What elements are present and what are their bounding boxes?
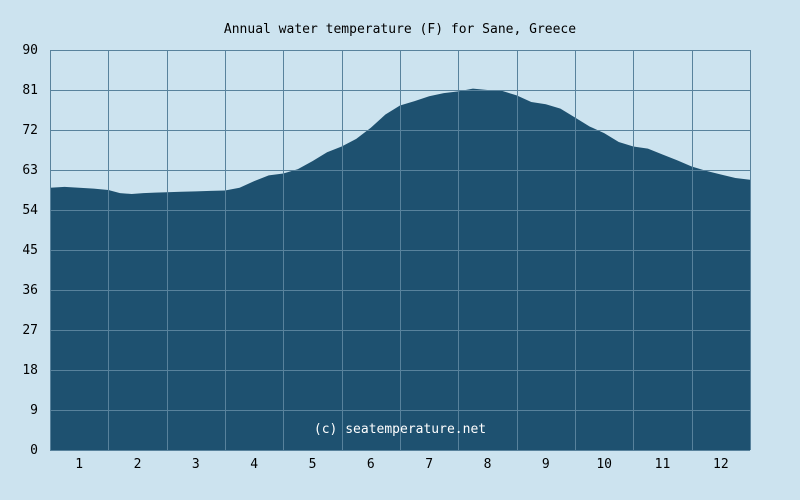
x-tick-label-3: 3 [192,457,200,472]
y-tick-label-27: 27 [22,323,38,338]
x-tick-label-7: 7 [425,457,433,472]
x-tick-label-11: 11 [655,457,671,472]
x-tick-label-8: 8 [484,457,492,472]
x-tick-label-12: 12 [713,457,729,472]
x-tick-label-6: 6 [367,457,375,472]
y-tick-label-81: 81 [22,83,38,98]
x-axis-ticks: 1 2 3 4 5 6 7 8 9 10 11 12 [75,457,728,472]
x-tick-label-1: 1 [75,457,83,472]
watermark-text: (c) seatemperature.net [314,422,486,437]
y-axis-ticks: 0 9 18 27 36 45 54 63 72 81 90 [22,43,38,458]
y-tick-label-0: 0 [30,443,38,458]
grid-lines [50,50,751,451]
y-tick-label-9: 9 [30,403,38,418]
y-tick-label-45: 45 [22,243,38,258]
x-tick-label-10: 10 [596,457,612,472]
y-tick-label-18: 18 [22,363,38,378]
y-tick-label-90: 90 [22,43,38,58]
x-tick-label-2: 2 [134,457,142,472]
x-tick-label-5: 5 [309,457,317,472]
y-tick-label-54: 54 [22,203,38,218]
y-tick-label-36: 36 [22,283,38,298]
y-tick-label-72: 72 [22,123,38,138]
x-tick-label-9: 9 [542,457,550,472]
chart-title: Annual water temperature (F) for Sane, G… [224,22,576,37]
x-tick-label-4: 4 [250,457,258,472]
y-tick-label-63: 63 [22,163,38,178]
